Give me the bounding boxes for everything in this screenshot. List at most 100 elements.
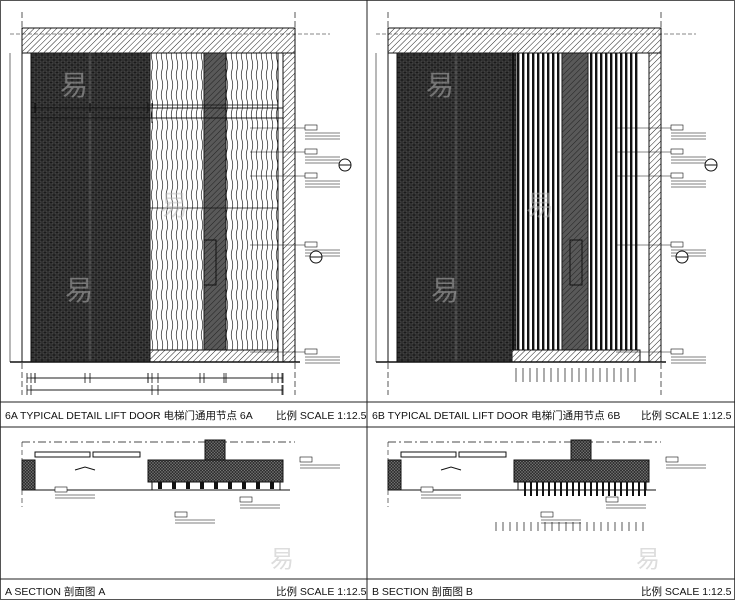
annotation-tag	[420, 486, 434, 493]
annotation-tag	[670, 148, 684, 155]
vertical-fin	[600, 53, 603, 350]
ceiling-slab	[21, 27, 296, 54]
annotation-tag	[670, 172, 684, 179]
fin-section	[572, 482, 574, 496]
frame-stud	[200, 482, 204, 489]
vertical-fin	[630, 53, 633, 350]
ceiling-slab	[387, 27, 662, 54]
door-swing-arrow	[440, 466, 462, 471]
door-leaf-open	[400, 451, 457, 458]
vertical-fin	[547, 53, 550, 350]
vertical-fin	[542, 53, 545, 350]
vertical-fin	[517, 53, 520, 350]
vertical-fin	[610, 53, 613, 350]
vertical-fin	[537, 53, 540, 350]
fin-section	[614, 482, 616, 496]
fin-section	[560, 482, 562, 496]
vertical-fin	[512, 53, 515, 350]
wall-section	[648, 52, 662, 363]
annotation-tag	[670, 241, 684, 248]
panel-title-b: B SECTION 剖面图 B	[372, 586, 473, 598]
call-button-panel	[203, 239, 217, 286]
fin-section	[536, 482, 538, 496]
fin-section	[602, 482, 604, 496]
annotation-tag	[665, 456, 679, 463]
watermark: 易	[270, 546, 294, 573]
vertical-fin	[532, 53, 535, 350]
vertical-fin	[615, 53, 618, 350]
left-jamb	[21, 52, 32, 363]
fin-section	[542, 482, 544, 496]
vertical-fin	[590, 53, 593, 350]
lift-core-section	[147, 459, 284, 483]
watermark: 易	[636, 546, 660, 573]
fin-section	[578, 482, 580, 496]
wall-section-left	[387, 459, 402, 491]
fin-section	[554, 482, 556, 496]
call-button-panel	[569, 239, 583, 286]
panel-title-6a: 6A TYPICAL DETAIL LIFT DOOR 电梯门通用节点 6A	[5, 410, 253, 422]
frame-stud	[242, 482, 246, 489]
door-leaf-open	[92, 451, 141, 458]
annotation-tag	[605, 496, 619, 503]
watermark: 易	[431, 275, 459, 306]
annotation-tag	[304, 241, 318, 248]
vertical-fin	[605, 53, 608, 350]
fin-section	[524, 482, 526, 496]
annotation-tag	[299, 456, 313, 463]
watermark: 易	[526, 190, 554, 221]
fin-section	[632, 482, 634, 496]
panel-title-6b: 6B TYPICAL DETAIL LIFT DOOR 电梯门通用节点 6B	[372, 410, 621, 422]
panel-scale-b: 比例 SCALE 1:12.5	[641, 586, 732, 598]
annotation-tag	[540, 511, 554, 518]
frame-stud	[256, 482, 260, 489]
fin-section	[608, 482, 610, 496]
door-leaf-open	[458, 451, 507, 458]
watermark: 易	[65, 275, 93, 306]
fin-section	[626, 482, 628, 496]
panel-scale-a: 比例 SCALE 1:12.5	[276, 586, 367, 598]
fin-section	[620, 482, 622, 496]
panel-scale-6b: 比例 SCALE 1:12.5	[641, 410, 732, 422]
annotation-tag	[304, 124, 318, 131]
vertical-fin	[527, 53, 530, 350]
fin-section	[638, 482, 640, 496]
watermark: 易	[426, 70, 454, 101]
fin-section	[530, 482, 532, 496]
fin-section	[548, 482, 550, 496]
frame-stud	[172, 482, 176, 489]
watermark: 易	[60, 70, 88, 101]
fin-section	[644, 482, 646, 496]
frame-stud	[186, 482, 190, 489]
column-section	[570, 439, 592, 461]
fin-section	[590, 482, 592, 496]
wall-section-left	[21, 459, 36, 491]
left-jamb	[387, 52, 398, 363]
annotation-tag	[304, 348, 318, 355]
dark-strip-fill	[562, 53, 588, 350]
veneer-panel	[225, 52, 279, 351]
section-drawing: 易	[387, 439, 706, 573]
fin-section	[584, 482, 586, 496]
vertical-fin	[522, 53, 525, 350]
wall-section	[282, 52, 296, 363]
vertical-fin	[595, 53, 598, 350]
vertical-fin	[557, 53, 560, 350]
panel-scale-6a: 比例 SCALE 1:12.5	[276, 410, 367, 422]
annotation-tag	[239, 496, 253, 503]
vertical-fin	[552, 53, 555, 350]
elevation-drawing: 易易易	[375, 12, 718, 395]
annotation-tag	[304, 172, 318, 179]
section-drawing: 易	[21, 439, 340, 573]
dark-strip-fill	[204, 53, 226, 350]
frame-stud	[214, 482, 218, 489]
annotation-tag	[174, 511, 188, 518]
door-leaf-open	[34, 451, 91, 458]
fin-section	[566, 482, 568, 496]
vertical-fin	[635, 53, 638, 350]
lift-core-section	[513, 459, 650, 483]
frame-stud	[270, 482, 274, 489]
annotation-tag	[304, 148, 318, 155]
panel-title-a: A SECTION 剖面图 A	[5, 586, 106, 598]
